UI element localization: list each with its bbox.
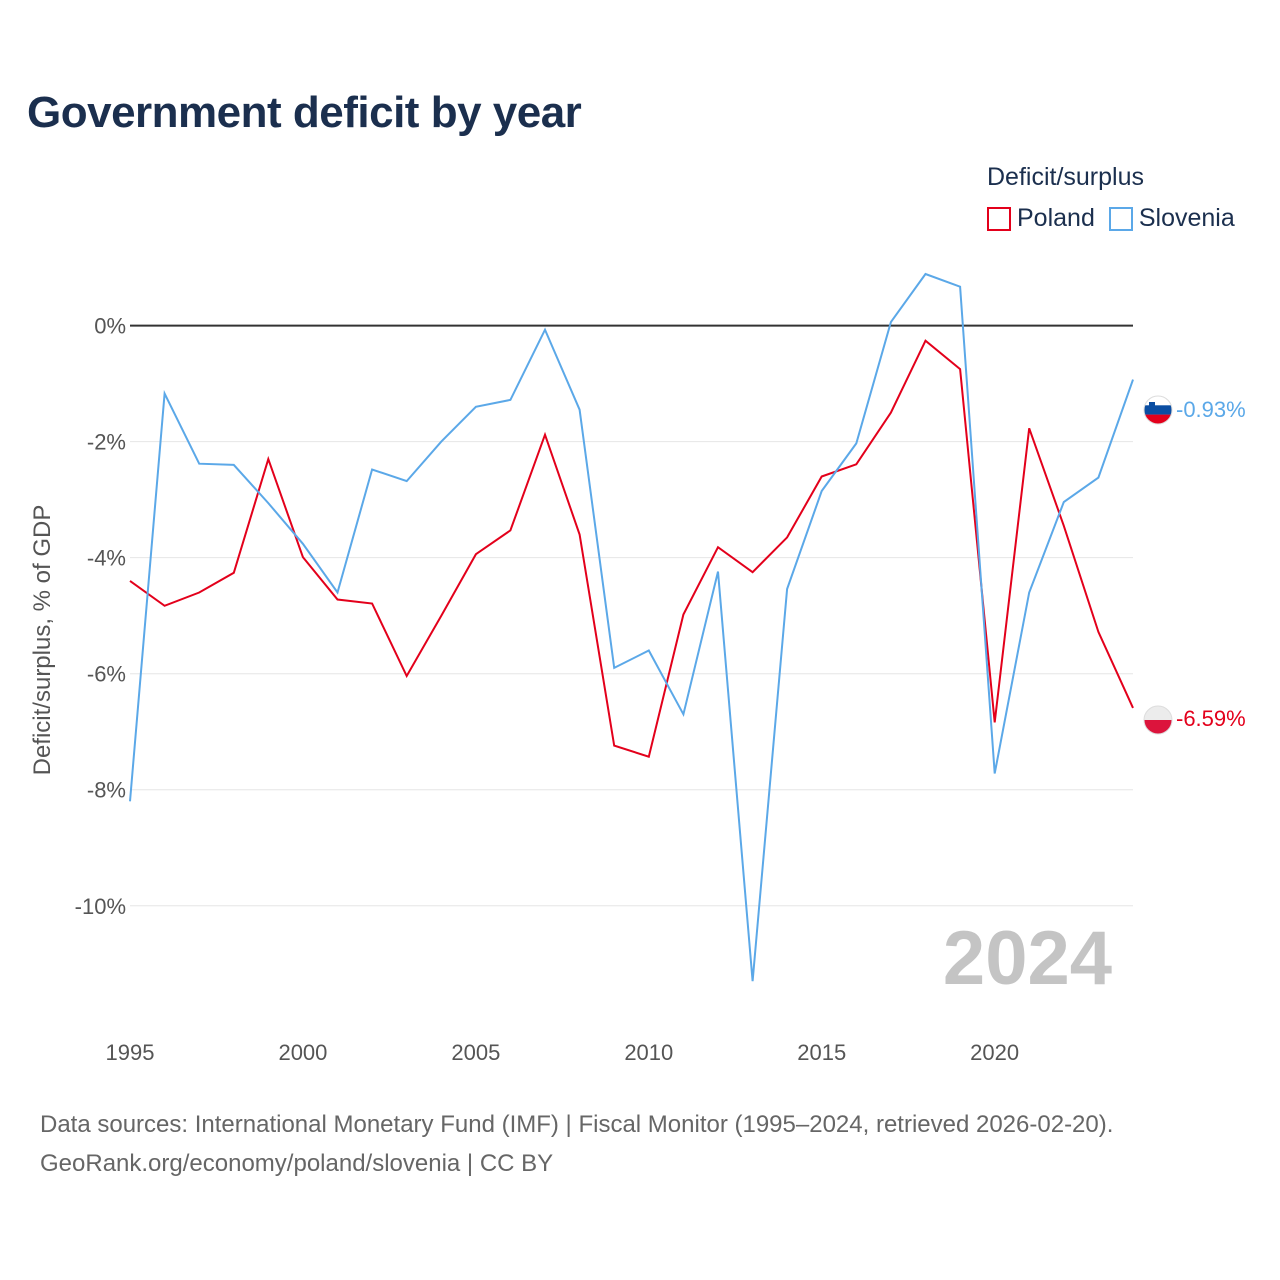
y-tick-label: -2% xyxy=(87,430,126,455)
series-line-poland[interactable] xyxy=(129,339,1134,758)
x-tick-label: 2005 xyxy=(451,1040,500,1065)
poland-flag-icon xyxy=(1144,706,1172,734)
legend-swatch-poland xyxy=(987,206,1011,231)
legend-title: Deficit/surplus xyxy=(987,163,1144,191)
y-tick-label: 0% xyxy=(94,314,126,339)
legend-swatch-slovenia xyxy=(1108,206,1133,231)
legend-item-poland[interactable]: Poland xyxy=(987,204,1095,233)
grid-lines xyxy=(130,324,1133,907)
slovenia-end-label: -0.93% xyxy=(1176,397,1246,422)
y-axis-title: Deficit/surplus, % of GDP xyxy=(29,505,56,776)
legend-item-slovenia[interactable]: Slovenia xyxy=(1108,204,1235,233)
y-tick-label: -6% xyxy=(87,662,126,687)
x-tick-label: 2015 xyxy=(797,1040,846,1065)
chart-title: Government deficit by year xyxy=(27,88,582,137)
legend-label-poland: Poland xyxy=(1017,204,1095,232)
x-tick-label: 2020 xyxy=(970,1040,1019,1065)
series-line-slovenia[interactable] xyxy=(129,272,1134,982)
footer: Data sources: International Monetary Fun… xyxy=(40,1105,1113,1183)
legend: Poland Slovenia xyxy=(987,204,1249,233)
y-tick-label: -10% xyxy=(75,894,126,919)
y-axis-ticks: 0% -2% -4% -6% -8% -10% xyxy=(75,314,126,919)
series-lines xyxy=(129,272,1134,982)
footer-sources: Data sources: International Monetary Fun… xyxy=(40,1111,1114,1138)
poland-end-label: -6.59% xyxy=(1176,706,1246,731)
x-tick-label: 2000 xyxy=(278,1040,327,1065)
y-tick-label: -4% xyxy=(87,546,126,571)
x-tick-label: 1995 xyxy=(106,1040,155,1065)
footer-attribution[interactable]: GeoRank.org/economy/poland/slovenia | CC… xyxy=(40,1150,554,1177)
year-watermark: 2024 xyxy=(943,916,1112,1001)
x-axis-ticks: 1995 2000 2005 2010 2015 2020 xyxy=(106,1040,1020,1065)
x-tick-label: 2010 xyxy=(624,1040,673,1065)
legend-label-slovenia: Slovenia xyxy=(1138,204,1235,232)
y-tick-label: -8% xyxy=(87,778,126,803)
slovenia-flag-icon xyxy=(1144,396,1172,424)
